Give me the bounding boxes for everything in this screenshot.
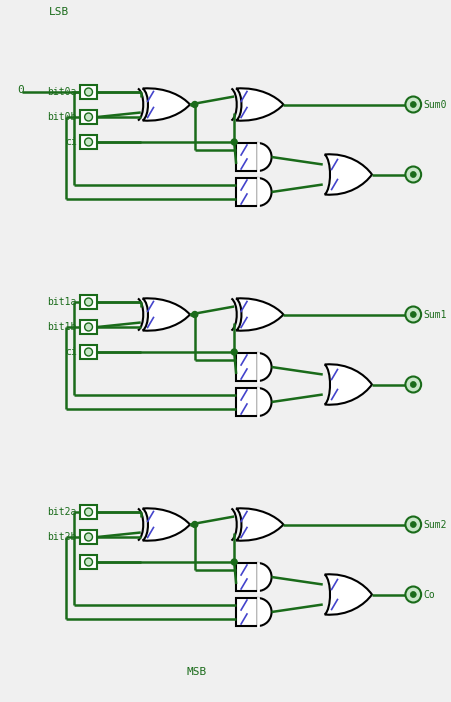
Circle shape	[85, 533, 92, 541]
Text: bit0b: bit0b	[47, 112, 77, 122]
Bar	[236, 388, 258, 416]
Wedge shape	[258, 143, 272, 171]
Bar	[236, 353, 258, 381]
Circle shape	[410, 522, 416, 527]
Bar	[80, 295, 97, 309]
Circle shape	[410, 592, 416, 597]
Bar	[80, 505, 97, 519]
Text: bit2b: bit2b	[47, 532, 77, 542]
Wedge shape	[258, 388, 272, 416]
PathPatch shape	[236, 508, 283, 541]
Text: bit0a: bit0a	[47, 87, 77, 97]
Circle shape	[410, 171, 416, 178]
Text: Sum2: Sum2	[423, 519, 446, 529]
Circle shape	[85, 348, 92, 356]
PathPatch shape	[143, 298, 190, 331]
Text: MSB: MSB	[187, 667, 207, 677]
Wedge shape	[258, 178, 272, 206]
Circle shape	[405, 307, 421, 322]
Circle shape	[410, 102, 416, 107]
Circle shape	[410, 381, 416, 388]
Bar	[80, 555, 97, 569]
Bar	[80, 135, 97, 149]
Wedge shape	[258, 598, 272, 626]
Circle shape	[85, 323, 92, 331]
Bar	[80, 320, 97, 334]
Circle shape	[85, 138, 92, 146]
Circle shape	[405, 586, 421, 602]
Circle shape	[405, 96, 421, 112]
Text: Co: Co	[423, 590, 435, 600]
Bar	[236, 563, 258, 591]
Text: bit2a: bit2a	[47, 507, 77, 517]
Circle shape	[192, 522, 198, 527]
Text: ci: ci	[65, 347, 77, 357]
Text: Sum0: Sum0	[423, 100, 446, 110]
Circle shape	[85, 88, 92, 96]
PathPatch shape	[325, 154, 372, 194]
Text: ci: ci	[65, 137, 77, 147]
Circle shape	[405, 517, 421, 533]
Circle shape	[192, 102, 198, 107]
Text: 0: 0	[18, 85, 24, 95]
Circle shape	[192, 312, 198, 317]
PathPatch shape	[325, 574, 372, 615]
Circle shape	[405, 166, 421, 183]
PathPatch shape	[236, 88, 283, 121]
Bar	[236, 143, 258, 171]
Circle shape	[231, 139, 237, 145]
Circle shape	[231, 559, 237, 565]
Circle shape	[85, 113, 92, 121]
Text: LSB: LSB	[49, 7, 69, 17]
Text: bit1b: bit1b	[47, 322, 77, 332]
Circle shape	[405, 376, 421, 392]
Bar	[236, 178, 258, 206]
Circle shape	[85, 298, 92, 306]
PathPatch shape	[236, 298, 283, 331]
Circle shape	[231, 349, 237, 355]
Text: Sum1: Sum1	[423, 310, 446, 319]
Text: bit1a: bit1a	[47, 297, 77, 307]
Bar	[80, 85, 97, 99]
Circle shape	[85, 508, 92, 516]
Wedge shape	[258, 563, 272, 591]
Bar	[80, 530, 97, 544]
PathPatch shape	[143, 508, 190, 541]
Bar	[80, 110, 97, 124]
PathPatch shape	[143, 88, 190, 121]
Wedge shape	[258, 353, 272, 381]
Bar	[236, 598, 258, 626]
Circle shape	[410, 312, 416, 317]
Bar	[80, 345, 97, 359]
Circle shape	[85, 558, 92, 566]
PathPatch shape	[325, 364, 372, 405]
